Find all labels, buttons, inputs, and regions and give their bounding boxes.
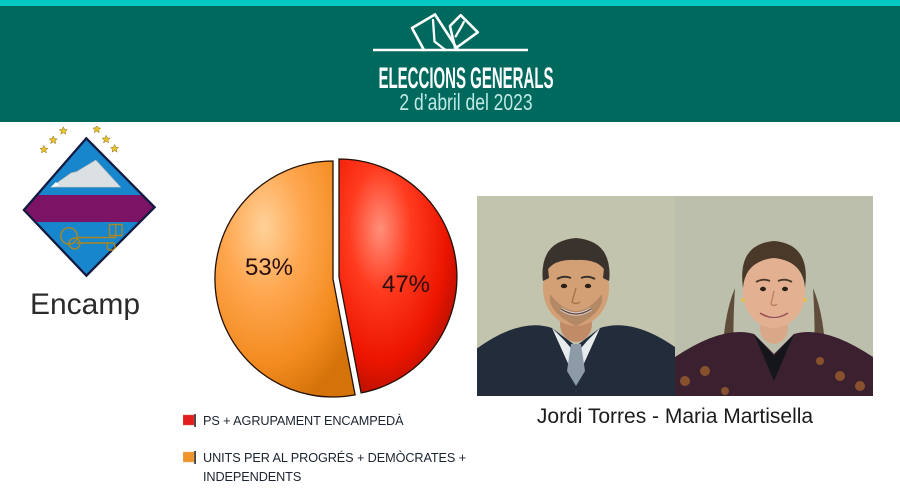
svg-text:53%: 53% bbox=[245, 254, 293, 281]
svg-text:47%: 47% bbox=[382, 271, 430, 298]
